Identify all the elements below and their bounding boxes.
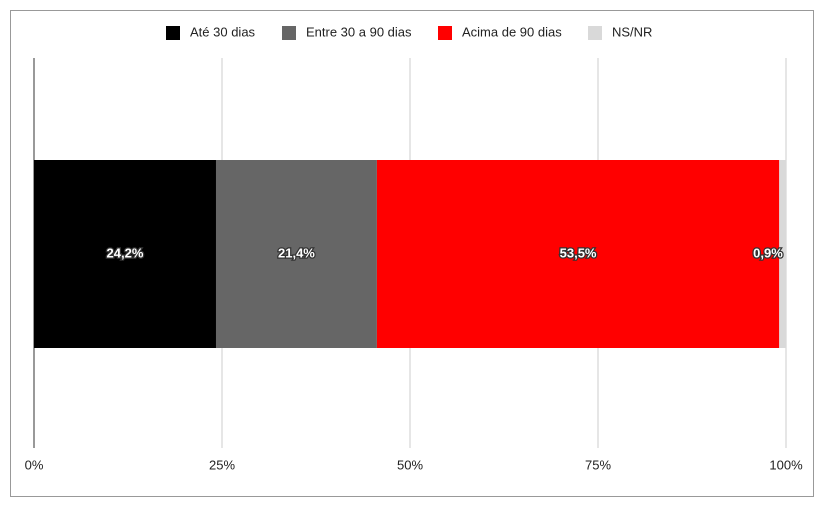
bar-segment bbox=[34, 160, 216, 348]
legend-label: NS/NR bbox=[612, 24, 652, 39]
value-label: 24,2% bbox=[107, 245, 144, 260]
legend-swatch bbox=[166, 26, 180, 40]
x-tick-label: 50% bbox=[397, 457, 423, 472]
legend-swatch bbox=[438, 26, 452, 40]
x-tick-label: 25% bbox=[209, 457, 235, 472]
x-tick-label: 75% bbox=[585, 457, 611, 472]
value-label: 21,4% bbox=[278, 245, 315, 260]
legend-swatch bbox=[588, 26, 602, 40]
legend-swatch bbox=[282, 26, 296, 40]
x-tick-label: 0% bbox=[25, 457, 44, 472]
x-tick-label: 100% bbox=[769, 457, 803, 472]
legend-label: Entre 30 a 90 dias bbox=[306, 24, 412, 39]
legend-label: Até 30 dias bbox=[190, 24, 256, 39]
value-label: 53,5% bbox=[560, 245, 597, 260]
bar-segment bbox=[215, 160, 377, 348]
bar-segment bbox=[376, 160, 780, 348]
bar-segment bbox=[779, 160, 786, 348]
value-label: 0,9% bbox=[753, 245, 783, 260]
legend-label: Acima de 90 dias bbox=[462, 24, 562, 39]
